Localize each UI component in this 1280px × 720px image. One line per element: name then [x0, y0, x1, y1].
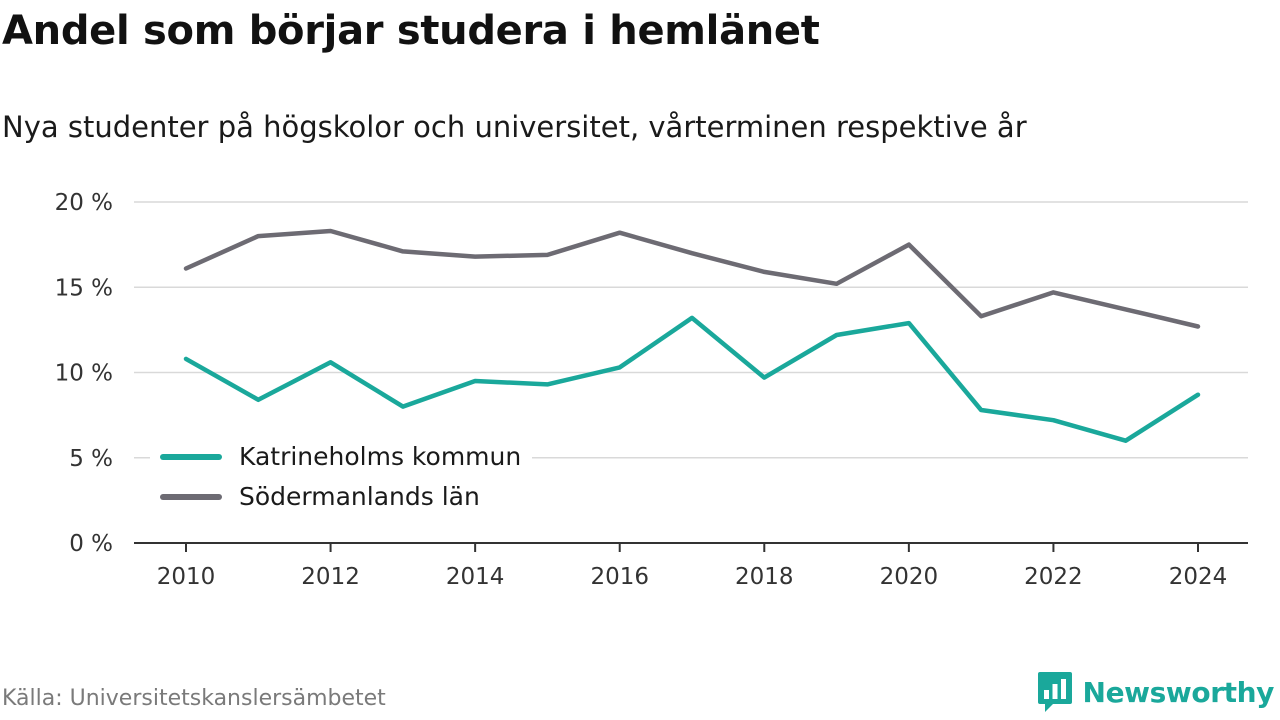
x-tick-label: 2012 — [301, 564, 360, 590]
gridlines — [134, 201, 1248, 459]
legend-label: Södermanlands län — [239, 482, 480, 511]
source-note: Källa: Universitetskanslersämbetet — [2, 686, 386, 711]
chart-subtitle: Nya studenter på högskolor och universit… — [2, 110, 1027, 144]
x-tick-label: 2024 — [1169, 564, 1228, 590]
x-tick-label: 2020 — [880, 564, 939, 590]
y-tick-label: 15 % — [55, 275, 113, 301]
line-chart: 0 % 5 % 10 % 15 % 20 % 2010 2012 2014 2016 2018 20… — [55, 190, 1248, 590]
x-tick-label: 2018 — [735, 564, 794, 590]
brand-name: Newsworthy — [1082, 675, 1275, 709]
y-tick-label: 20 % — [55, 190, 113, 216]
y-tick-label: 0 % — [69, 531, 113, 557]
chart-title: Andel som börjar studera i hemlänet — [2, 8, 820, 54]
y-tick-label: 5 % — [69, 446, 113, 472]
series-line-sodermanland — [183, 228, 1201, 329]
brand-logo[interactable]: Newsworthy — [1037, 670, 1274, 714]
series-lines — [183, 228, 1201, 443]
legend-label: Katrineholms kommun — [239, 442, 521, 471]
x-tick-label: 2016 — [590, 564, 649, 590]
axes: 0 % 5 % 10 % 15 % 20 % 2010 2012 2014 2016 2018 20… — [55, 190, 1248, 590]
x-tick-label: 2014 — [446, 564, 505, 590]
y-tick-label: 10 % — [55, 361, 113, 387]
x-tick-label: 2022 — [1024, 564, 1083, 590]
series-line-katrineholm — [183, 315, 1201, 443]
legend-background — [150, 434, 532, 520]
x-tick-label: 2010 — [157, 564, 216, 590]
legend: Katrineholms kommun Södermanlands län — [150, 434, 532, 520]
newsworthy-logo-icon — [1037, 672, 1072, 712]
